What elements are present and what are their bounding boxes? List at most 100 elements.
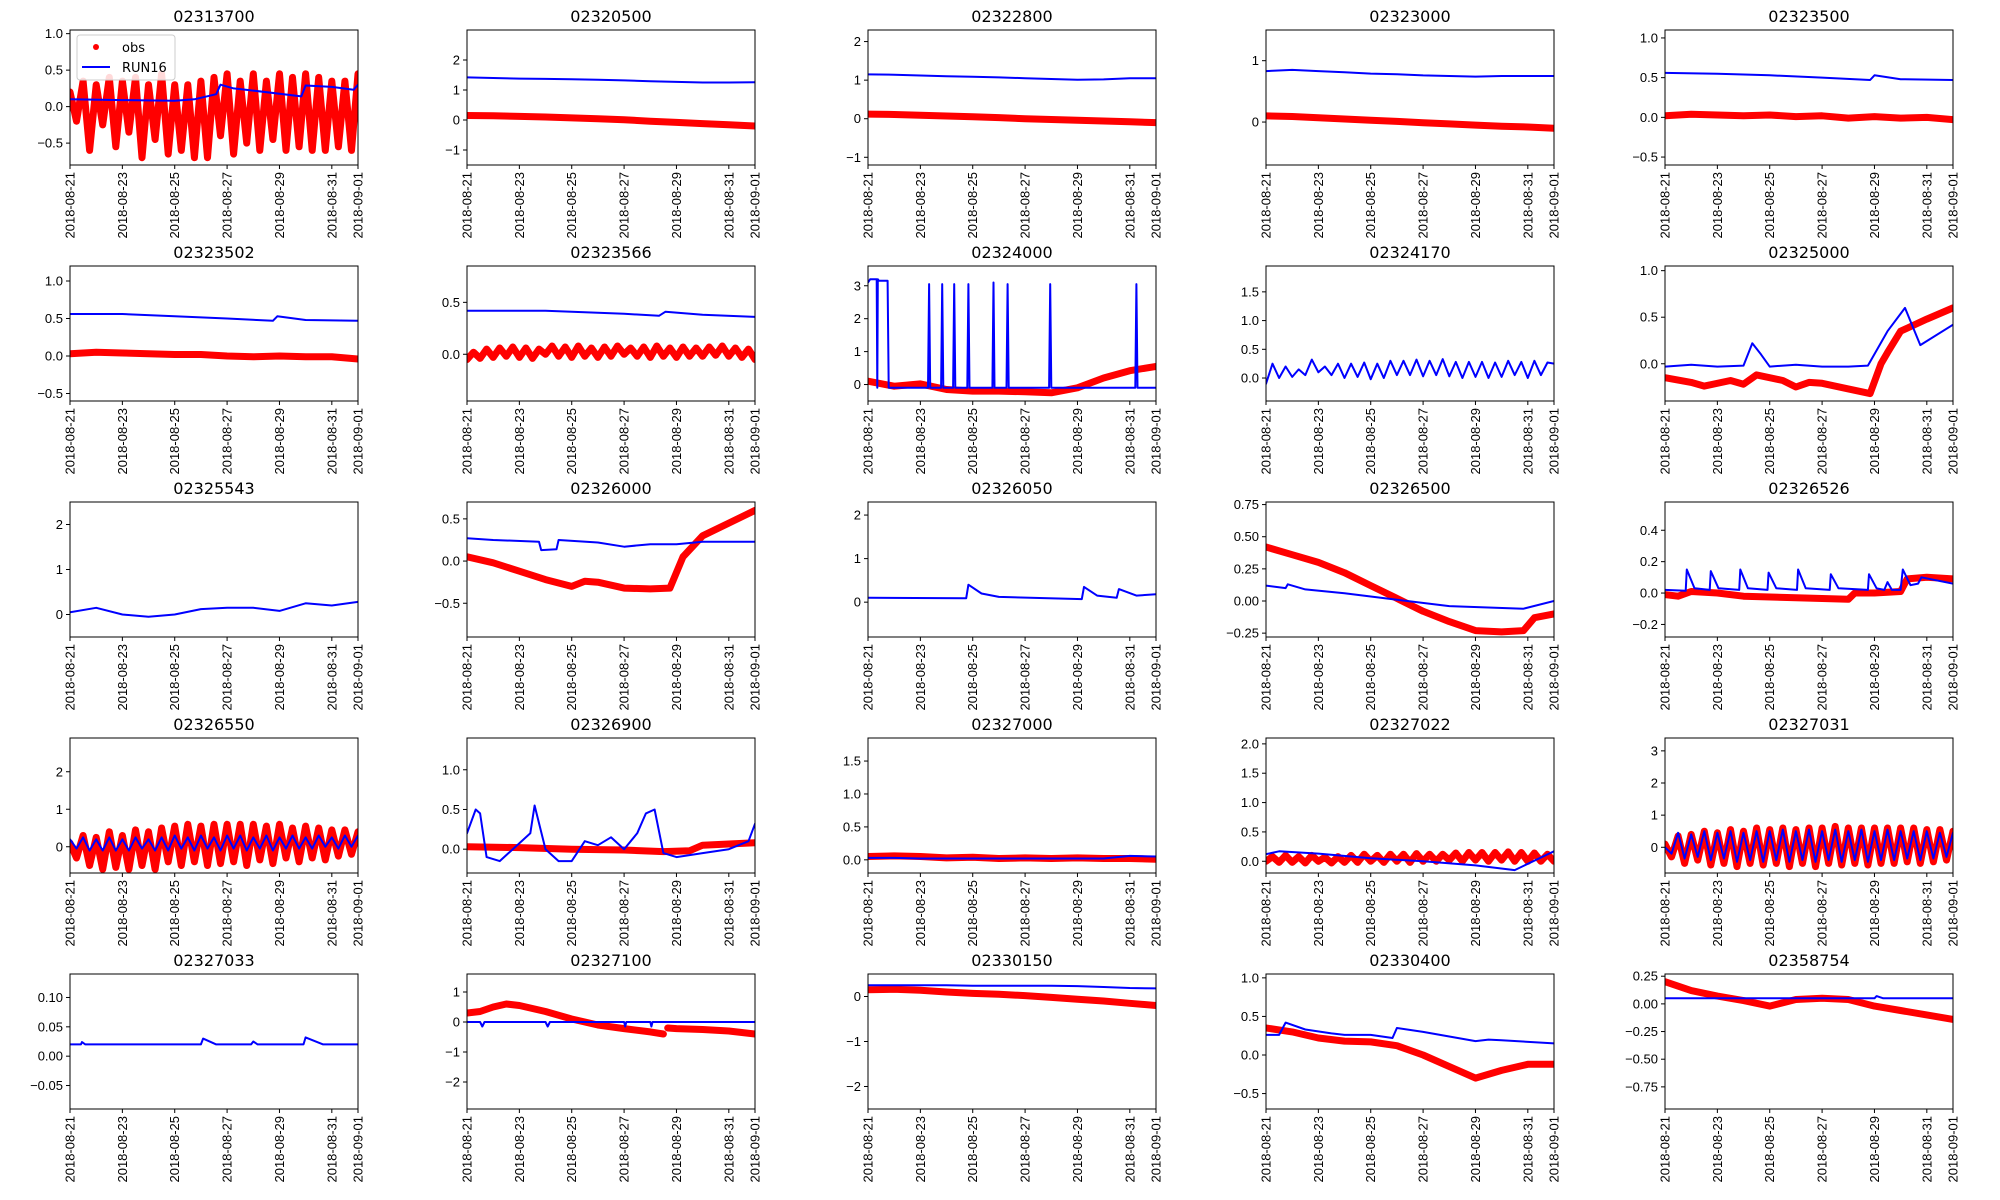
x-tick-label: 2018-08-25 xyxy=(564,880,579,947)
x-tick-label: 2018-08-27 xyxy=(1815,880,1830,947)
y-tick-label: 1.0 xyxy=(1241,970,1259,985)
x-tick-label: 2018-08-25 xyxy=(167,1116,182,1183)
axes-frame xyxy=(466,973,756,1110)
y-tick-label: 0.4 xyxy=(1640,523,1658,538)
y-tick-label: 0.5 xyxy=(1640,70,1658,85)
legend-label-run16: RUN16 xyxy=(122,61,167,76)
plot-area xyxy=(1266,1021,1554,1082)
x-tick-label: 2018-09-01 xyxy=(1547,1116,1562,1183)
subplot-02325000: 02325000 0.0 0.5 1.0 2018-08-21 2018-08-23 201… xyxy=(1640,243,1961,475)
y-tick-label: 1.0 xyxy=(1640,263,1658,278)
y-tick-label: 0.0 xyxy=(843,852,861,867)
x-tick-label: 2018-08-29 xyxy=(669,172,684,239)
x-tick-label: 2018-08-21 xyxy=(1259,172,1274,239)
x-tick-label: 2018-08-25 xyxy=(965,408,980,475)
x-tick-label: 2018-08-31 xyxy=(1122,880,1137,947)
x-tick-label: 2018-08-27 xyxy=(1018,1116,1033,1183)
x-tick-label: 2018-08-23 xyxy=(115,644,130,711)
x-tick-label: 2018-08-31 xyxy=(1919,408,1934,475)
x-tick-label: 2018-09-01 xyxy=(1946,880,1961,947)
x-tick-label: 2018-08-31 xyxy=(1520,408,1535,475)
x-tick-label: 2018-08-21 xyxy=(861,172,876,239)
axes-frame xyxy=(1664,265,1954,402)
run16-series xyxy=(467,1021,755,1028)
x-tick-label: 2018-08-23 xyxy=(1710,408,1725,475)
run16-series xyxy=(1665,306,1953,368)
x-tick-label: 2018-08-21 xyxy=(1658,880,1673,947)
plot-area xyxy=(467,309,755,363)
x-tick-label: 2018-08-23 xyxy=(913,172,928,239)
subplot-title: 02327022 xyxy=(1369,715,1450,734)
plot-area xyxy=(467,76,755,130)
obs-series xyxy=(467,342,755,363)
axes-frame xyxy=(867,501,1157,638)
axes-frame xyxy=(867,737,1157,874)
subplot-title: 02320500 xyxy=(570,7,651,26)
run16-series xyxy=(467,537,755,552)
axes-frame xyxy=(1664,973,1954,1110)
y-tick-label: 2.0 xyxy=(1241,736,1259,751)
run16-series xyxy=(1665,995,1953,1000)
y-tick-label: −1 xyxy=(846,1034,861,1049)
y-tick-label: 0.5 xyxy=(843,819,861,834)
x-tick-label: 2018-08-21 xyxy=(63,644,78,711)
y-tick-label: −0.25 xyxy=(1226,626,1259,641)
x-tick-label: 2018-08-21 xyxy=(460,172,475,239)
axes-frame xyxy=(1265,265,1555,402)
y-tick-label: 0.5 xyxy=(45,63,63,78)
x-tick-label: 2018-08-31 xyxy=(721,1116,736,1183)
x-tick-label: 2018-08-25 xyxy=(1363,408,1378,475)
x-tick-label: 2018-08-25 xyxy=(167,644,182,711)
x-tick-label: 2018-08-31 xyxy=(324,172,339,239)
subplot-title: 02325543 xyxy=(173,479,254,498)
y-tick-label: −0.5 xyxy=(1233,1086,1259,1101)
y-tick-label: 2 xyxy=(56,764,63,779)
obs-series xyxy=(868,985,1156,1009)
x-tick-label: 2018-08-23 xyxy=(1311,880,1326,947)
subplot-02326000: 02326000 −0.5 0.0 0.5 2018-08-21 2018-08-23 20… xyxy=(434,479,762,711)
obs-series xyxy=(1665,978,1953,1023)
plot-area xyxy=(70,70,358,162)
run16-series xyxy=(70,600,358,618)
axes-frame xyxy=(69,737,359,874)
x-tick-label: 2018-08-27 xyxy=(1416,1116,1431,1183)
x-tick-label: 2018-08-21 xyxy=(63,1116,78,1183)
y-tick-label: −0.2 xyxy=(1632,617,1658,632)
x-tick-label: 2018-08-25 xyxy=(167,880,182,947)
run16-series xyxy=(1266,850,1554,872)
x-tick-label: 2018-08-25 xyxy=(1363,172,1378,239)
x-tick-label: 2018-08-27 xyxy=(1416,172,1431,239)
y-tick-label: 0.00 xyxy=(1234,594,1259,609)
y-tick-label: 0 xyxy=(854,111,861,126)
x-tick-label: 2018-08-31 xyxy=(1122,408,1137,475)
subplot-title: 02327100 xyxy=(570,951,651,970)
subplot-02323502: 02323502 −0.5 0.0 0.5 1.0 2018-08-21 2018-08-2… xyxy=(37,243,365,475)
plot-area xyxy=(868,583,1156,601)
y-tick-label: 0.5 xyxy=(442,295,460,310)
x-tick-label: 2018-08-29 xyxy=(1070,880,1085,947)
y-tick-label: 2 xyxy=(56,517,63,532)
x-tick-label: 2018-08-29 xyxy=(669,644,684,711)
plot-area xyxy=(467,804,755,863)
x-tick-label: 2018-08-21 xyxy=(460,880,475,947)
x-tick-label: 2018-08-29 xyxy=(1468,1116,1483,1183)
x-tick-label: 2018-08-31 xyxy=(1919,880,1934,947)
x-tick-label: 2018-08-25 xyxy=(167,408,182,475)
x-tick-label: 2018-09-01 xyxy=(748,408,763,475)
x-tick-label: 2018-08-25 xyxy=(1762,644,1777,711)
y-tick-label: 1 xyxy=(1651,808,1658,823)
run16-series xyxy=(1266,68,1554,78)
x-tick-label: 2018-08-27 xyxy=(1815,644,1830,711)
plot-area xyxy=(1266,543,1554,636)
y-tick-label: −0.05 xyxy=(30,1078,63,1093)
x-tick-label: 2018-08-31 xyxy=(1122,644,1137,711)
y-tick-label: 0.0 xyxy=(45,99,63,114)
x-tick-label: 2018-08-31 xyxy=(1520,880,1535,947)
axes-frame xyxy=(1265,501,1555,638)
y-tick-label: 0.05 xyxy=(38,1019,63,1034)
x-tick-label: 2018-08-25 xyxy=(167,172,182,239)
subplot-title: 02326526 xyxy=(1768,479,1849,498)
obs-series xyxy=(664,1024,755,1038)
y-tick-label: 0.50 xyxy=(1234,529,1259,544)
x-tick-label: 2018-08-23 xyxy=(913,644,928,711)
